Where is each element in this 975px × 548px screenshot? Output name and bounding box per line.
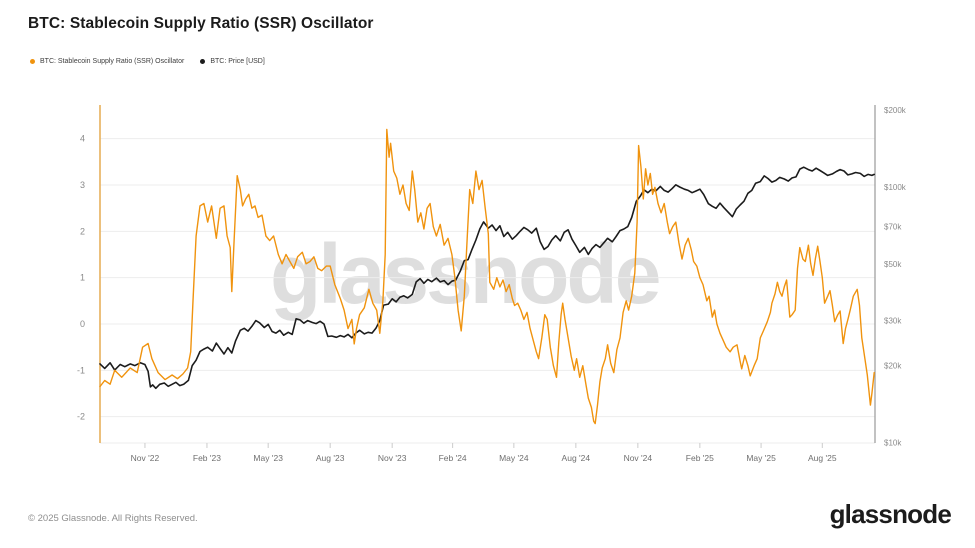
ssr-series-dot-icon	[30, 59, 35, 64]
right-axis-tick-label: $100k	[884, 183, 907, 192]
x-axis-tick-label: Aug '23	[316, 453, 345, 463]
left-axis-tick-label: -1	[77, 365, 85, 375]
right-axis-tick-label: $70k	[884, 223, 902, 232]
x-axis-tick-label: May '23	[253, 453, 283, 463]
copyright-text: © 2025 Glassnode. All Rights Reserved.	[28, 513, 198, 524]
page-title: BTC: Stablecoin Supply Ratio (SSR) Oscil…	[28, 15, 374, 32]
right-axis-tick-label: $10k	[884, 439, 902, 448]
x-axis-tick-label: Aug '25	[808, 453, 837, 463]
right-axis-tick-label: $30k	[884, 317, 902, 326]
glassnode-logo[interactable]: glassnode	[829, 499, 952, 529]
x-axis-tick-label: Feb '25	[686, 453, 714, 463]
right-axis-tick-label: $20k	[884, 362, 902, 371]
x-axis-tick-label: May '24	[499, 453, 529, 463]
left-axis-tick-label: 0	[80, 319, 85, 329]
right-axis-tick-label: $50k	[884, 260, 902, 269]
left-axis-tick-label: 1	[80, 273, 85, 283]
left-axis-tick-label: -2	[77, 412, 85, 422]
x-axis-tick-label: Nov '22	[131, 453, 160, 463]
chart-legend: BTC: Stablecoin Supply Ratio (SSR) Oscil…	[30, 58, 265, 65]
left-axis-tick-label: 2	[80, 226, 85, 236]
x-axis-tick-label: Feb '23	[193, 453, 221, 463]
x-axis-tick-label: Feb '24	[439, 453, 467, 463]
legend-label-price: BTC: Price [USD]	[210, 58, 265, 65]
legend-item-btc-price[interactable]: BTC: Price [USD]	[200, 58, 265, 65]
legend-label-ssr: BTC: Stablecoin Supply Ratio (SSR) Oscil…	[40, 58, 185, 65]
legend-item-ssr-oscillator[interactable]: BTC: Stablecoin Supply Ratio (SSR) Oscil…	[30, 58, 184, 65]
btc-price-line	[99, 166, 876, 390]
ssr-oscillator-line	[99, 128, 875, 425]
right-axis-tick-label: $200k	[884, 106, 907, 115]
left-axis-tick-label: 4	[80, 134, 85, 144]
x-axis-tick-label: Aug '24	[562, 453, 591, 463]
x-axis-tick-label: May '25	[746, 453, 776, 463]
left-axis-tick-label: 3	[80, 180, 85, 190]
x-axis-tick-label: Nov '23	[378, 453, 407, 463]
x-axis-tick-label: Nov '24	[624, 453, 653, 463]
price-series-dot-icon	[200, 59, 206, 64]
